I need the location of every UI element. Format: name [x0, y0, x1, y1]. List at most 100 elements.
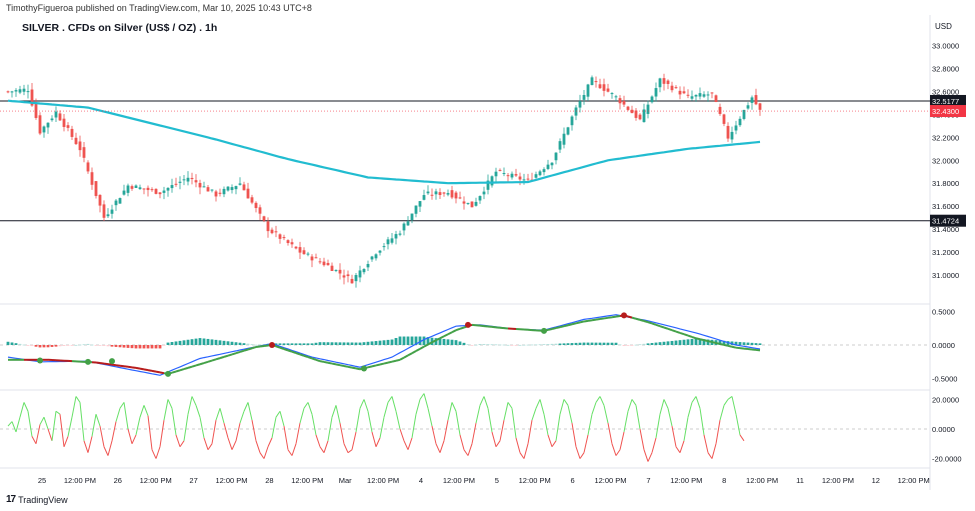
macd-histogram-bar — [518, 344, 522, 346]
rsi-line-segment — [267, 437, 273, 447]
rsi-line-segment — [667, 408, 673, 427]
rsi-line-segment — [707, 452, 713, 459]
macd-histogram-bar — [350, 342, 354, 345]
macd-signal-segment — [327, 361, 333, 365]
macd-histogram-bar — [466, 344, 470, 345]
rsi-line-segment — [599, 396, 605, 406]
macd-histogram-bar — [750, 342, 754, 345]
macd-signal-segment — [183, 366, 189, 371]
rsi-line-segment — [695, 396, 701, 409]
rsi-line-segment — [355, 408, 361, 433]
candle-body — [118, 198, 122, 204]
macd-signal-segment — [99, 362, 105, 365]
candle-body — [154, 188, 158, 194]
rsi-line-segment — [143, 405, 149, 416]
candle-body — [494, 171, 498, 177]
tradingview-logo[interactable]: 17 TradingView — [6, 494, 68, 505]
macd-histogram-bar — [42, 345, 46, 348]
macd-histogram-bar — [98, 345, 102, 346]
x-tick-label: 27 — [189, 476, 197, 485]
macd-histogram-bar — [310, 343, 314, 345]
macd-histogram-bar — [622, 345, 626, 347]
candle-body — [514, 174, 518, 176]
candle-body — [546, 164, 550, 169]
macd-signal-segment — [627, 315, 633, 319]
macd-histogram-bar — [314, 342, 318, 345]
candle-body — [618, 98, 622, 104]
macd-signal-segment — [591, 318, 597, 322]
macd-signal-segment — [567, 323, 573, 327]
chart-title[interactable]: SILVER . CFDs on Silver (US$ / OZ) . 1h — [22, 22, 218, 34]
macd-histogram-bar — [658, 342, 662, 345]
rsi-line-segment — [271, 417, 277, 438]
macd-cross-dot — [541, 327, 547, 334]
macd-signal-segment — [599, 317, 605, 321]
rsi-line-segment — [99, 425, 105, 447]
macd-histogram-bar — [414, 336, 418, 345]
x-tick-label: 11 — [796, 476, 804, 485]
candle-body — [414, 205, 418, 214]
rsi-line-segment — [163, 399, 169, 421]
macd-signal-segment — [587, 319, 593, 322]
candle-body — [670, 85, 674, 91]
rsi-line-segment — [611, 443, 617, 456]
rsi-line-segment — [643, 449, 649, 462]
macd-histogram-bar — [690, 338, 694, 345]
candle-body — [650, 96, 654, 103]
macd-histogram-bar — [282, 343, 286, 345]
rsi-line-segment — [395, 411, 401, 430]
macd-cross-dot — [621, 312, 627, 319]
candle-body — [250, 197, 254, 203]
candle-body — [446, 193, 450, 195]
rsi-line-segment — [411, 414, 417, 438]
macd-signal-segment — [647, 321, 653, 325]
rsi-line-segment — [507, 402, 513, 409]
candle-body — [406, 221, 410, 226]
candle-body — [678, 90, 682, 95]
candle-body — [50, 118, 54, 121]
macd-signal-segment — [387, 360, 393, 364]
rsi-line-segment — [371, 431, 377, 447]
rsi-line-segment — [159, 420, 165, 447]
candle-body — [710, 92, 714, 94]
rsi-line-segment — [319, 446, 325, 453]
macd-cross-dot — [109, 358, 115, 365]
candle-body — [166, 187, 170, 191]
macd-histogram-bar — [134, 345, 138, 349]
rsi-line-segment — [187, 396, 193, 415]
rsi-line-segment — [679, 440, 685, 453]
macd-signal-segment — [307, 356, 313, 360]
rsi-line-segment — [459, 434, 465, 450]
macd-histogram-bar — [70, 345, 74, 346]
macd-histogram-bar — [626, 345, 630, 346]
macd-histogram-bar — [450, 339, 454, 345]
macd-histogram-bar — [190, 339, 194, 345]
candle-body — [662, 78, 666, 84]
macd-histogram-bar — [138, 345, 142, 349]
candle-body — [738, 118, 742, 126]
macd-signal-segment — [699, 338, 705, 342]
macd-y-tick-label: 0.5000 — [932, 307, 955, 316]
macd-histogram-bar — [258, 344, 262, 346]
y-tick-label: 33.0000 — [932, 42, 959, 51]
macd-signal-segment — [579, 320, 585, 324]
macd-histogram-bar — [582, 342, 586, 345]
rsi-line-segment — [343, 443, 349, 453]
macd-histogram-bar — [378, 340, 382, 345]
candle-body — [626, 106, 630, 110]
candle-body — [466, 202, 470, 204]
macd-signal-segment — [651, 322, 657, 326]
macd-signal-segment — [403, 354, 409, 359]
macd-histogram-bar — [114, 345, 118, 347]
macd-histogram-bar — [722, 340, 726, 345]
macd-signal-segment — [119, 364, 125, 368]
macd-histogram-bar — [530, 344, 534, 346]
rsi-line-segment — [223, 422, 229, 439]
macd-signal-segment — [123, 365, 129, 368]
macd-histogram-bar — [718, 340, 722, 345]
macd-histogram-bar — [410, 336, 414, 345]
macd-histogram-bar — [498, 344, 502, 346]
candle-body — [338, 269, 342, 274]
macd-signal-segment — [679, 331, 685, 336]
